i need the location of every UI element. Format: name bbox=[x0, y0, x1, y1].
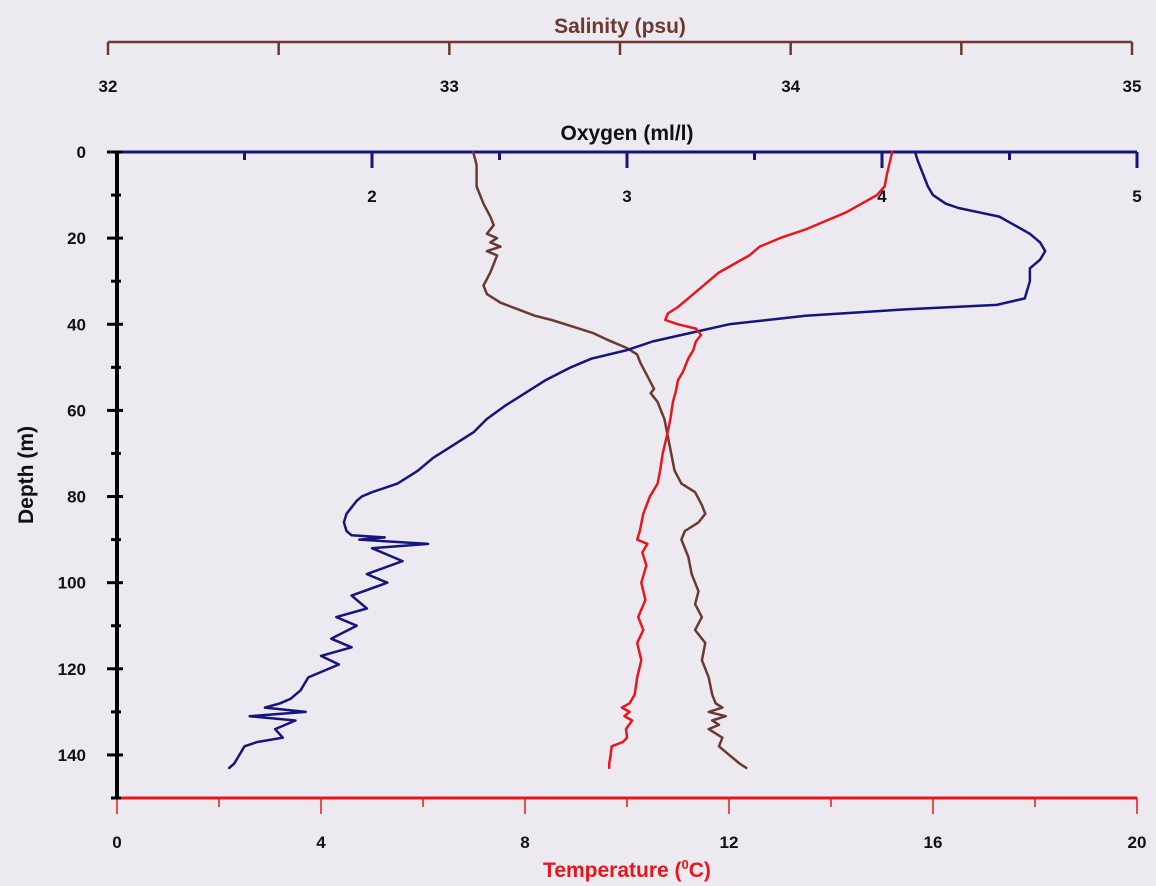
temperature-title-suffix: C) bbox=[689, 859, 711, 882]
salinity-axis-title: Salinity (psu) bbox=[554, 15, 686, 38]
temperature-tick-label: 4 bbox=[316, 833, 326, 852]
salinity-tick-label: 32 bbox=[99, 77, 118, 96]
temperature-profile-line bbox=[607, 150, 894, 770]
series-layer bbox=[227, 150, 1047, 770]
temperature-tick-label: 20 bbox=[1128, 833, 1147, 852]
depth-tick-label: 60 bbox=[67, 401, 86, 420]
temperature-axis-title: Temperature (0C) bbox=[543, 857, 711, 882]
depth-tick-label: 120 bbox=[58, 660, 86, 679]
oxygen-tick-label: 5 bbox=[1132, 187, 1141, 206]
salinity-profile-line bbox=[471, 150, 748, 770]
depth-axis-title: Depth (m) bbox=[15, 426, 38, 524]
oxygen-axis-title: Oxygen (ml/l) bbox=[560, 122, 693, 145]
temperature-title-prefix: Temperature ( bbox=[543, 859, 681, 882]
salinity-axis: 32 33 34 35 Salinity (psu) bbox=[99, 15, 1142, 96]
oxygen-tick-label: 2 bbox=[367, 187, 376, 206]
temperature-tick-label: 12 bbox=[720, 833, 739, 852]
depth-tick-label: 20 bbox=[67, 229, 86, 248]
oxygen-tick-label: 4 bbox=[877, 187, 887, 206]
depth-tick-label: 0 bbox=[77, 143, 86, 162]
salinity-tick-label: 34 bbox=[781, 77, 800, 96]
temperature-tick-label: 16 bbox=[924, 833, 943, 852]
oxygen-profile-line bbox=[227, 150, 1047, 770]
depth-tick-label: 100 bbox=[58, 574, 86, 593]
depth-tick-label: 140 bbox=[58, 746, 86, 765]
temperature-tick-label: 8 bbox=[520, 833, 529, 852]
temperature-tick-label: 0 bbox=[112, 833, 121, 852]
oxygen-axis: 2 3 4 5 Oxygen (ml/l) bbox=[117, 122, 1142, 206]
oxygen-tick-label: 3 bbox=[622, 187, 631, 206]
depth-tick-label: 40 bbox=[67, 315, 86, 334]
salinity-tick-label: 33 bbox=[440, 77, 459, 96]
temperature-title-superscript: 0 bbox=[682, 857, 689, 872]
depth-axis: 0 20 40 60 80 100 120 140 Depth (m) bbox=[15, 143, 123, 800]
salinity-tick-label: 35 bbox=[1123, 77, 1142, 96]
depth-tick-label: 80 bbox=[67, 488, 86, 507]
